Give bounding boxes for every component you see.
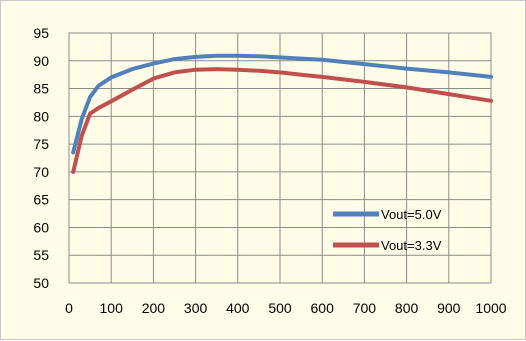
x-tick-label: 200 xyxy=(142,300,166,316)
y-tick-label: 95 xyxy=(33,25,49,41)
x-tick-label: 1000 xyxy=(475,300,506,316)
x-tick-label: 600 xyxy=(311,300,335,316)
x-tick-label: 100 xyxy=(100,300,124,316)
y-tick-label: 60 xyxy=(33,219,49,235)
legend-label: Vout=5.0V xyxy=(381,207,442,222)
y-tick-label: 50 xyxy=(33,275,49,291)
x-tick-label: 500 xyxy=(268,300,292,316)
y-tick-label: 75 xyxy=(33,136,49,152)
x-tick-label: 300 xyxy=(184,300,208,316)
x-tick-label: 700 xyxy=(353,300,377,316)
y-tick-label: 55 xyxy=(33,247,49,263)
x-tick-label: 900 xyxy=(437,300,461,316)
series-line-1 xyxy=(71,53,493,155)
legend-label: Vout=3.3V xyxy=(381,238,442,253)
grid-lines xyxy=(68,32,492,284)
x-tick-label: 800 xyxy=(395,300,419,316)
legend: Vout=5.0V Vout=3.3V xyxy=(333,207,442,253)
x-tick-label: 0 xyxy=(65,300,73,316)
y-tick-label: 65 xyxy=(33,192,49,208)
y-tick-label: 80 xyxy=(33,108,49,124)
y-tick-label: 70 xyxy=(33,164,49,180)
y-tick-label: 85 xyxy=(33,81,49,97)
x-tick-label: 400 xyxy=(226,300,250,316)
series-line-2 xyxy=(71,67,493,174)
y-tick-label: 90 xyxy=(33,53,49,69)
